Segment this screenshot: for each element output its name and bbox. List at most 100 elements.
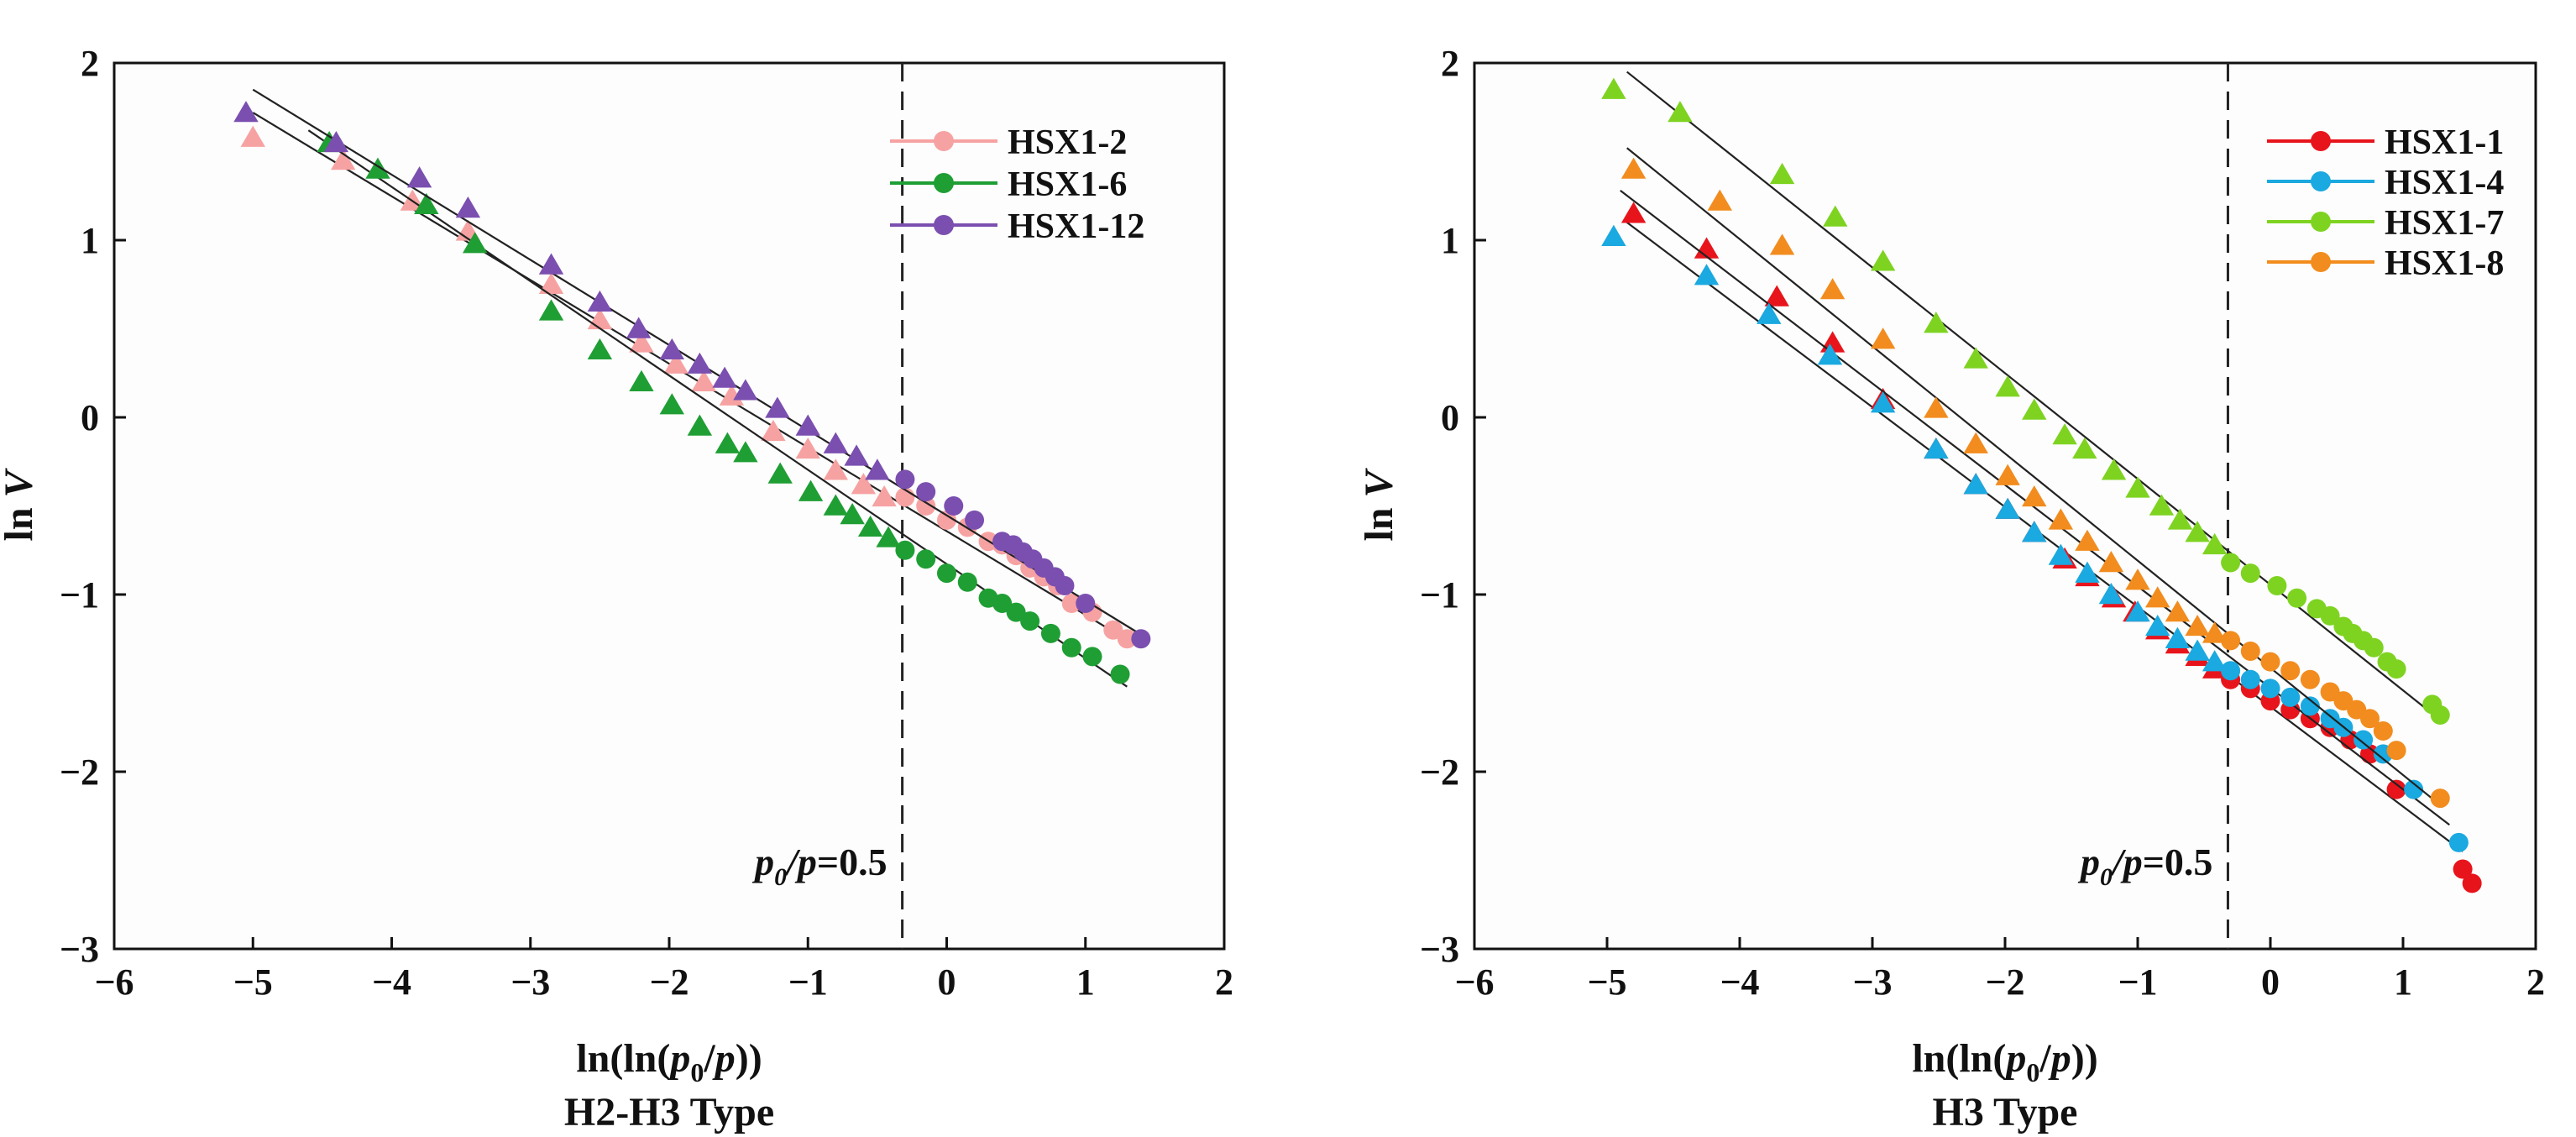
fit-line <box>252 112 1135 646</box>
data-point-triangle <box>2125 476 2150 498</box>
data-point-triangle <box>2185 614 2210 637</box>
data-point-triangle <box>1823 205 1848 227</box>
legend-label: HSX1-7 <box>2385 204 2504 243</box>
series-hsx1-6 <box>307 129 1130 688</box>
annotation-p0p: p0/p=0.5 <box>2077 841 2213 891</box>
data-point-circle <box>1103 620 1123 640</box>
data-point-triangle <box>1668 101 1693 123</box>
data-point-triangle <box>857 515 883 537</box>
data-point-triangle <box>865 458 890 480</box>
data-point-triangle <box>1769 233 1795 255</box>
data-point-triangle <box>629 331 654 353</box>
data-point-circle <box>957 572 977 592</box>
data-point-circle <box>2260 679 2280 699</box>
data-point-circle <box>965 510 985 530</box>
x-tick-label: −1 <box>2118 961 2157 1003</box>
xlabel-c: )) <box>2071 1036 2098 1081</box>
x-tick-label: −2 <box>1985 961 2024 1003</box>
data-point-circle <box>2240 642 2260 662</box>
data-point-circle <box>944 496 964 516</box>
data-point-triangle <box>629 369 654 391</box>
data-point-triangle <box>538 299 564 321</box>
data-point-triangle <box>1601 224 1626 246</box>
data-point-circle <box>1006 602 1026 622</box>
data-point-circle <box>2300 669 2320 689</box>
y-axis-title: ln V <box>1357 467 1401 541</box>
data-point-triangle <box>240 125 265 147</box>
data-point-triangle <box>1819 331 1846 353</box>
data-point-triangle <box>2075 529 2100 551</box>
data-point-triangle <box>823 432 848 453</box>
data-point-circle <box>916 549 936 569</box>
data-point-circle <box>1131 629 1151 649</box>
legend-marker <box>2311 171 2331 191</box>
annot-val: =0.5 <box>817 841 887 883</box>
panel-caption: H2-H3 Type <box>564 1090 774 1134</box>
data-point-triangle <box>2145 614 2170 637</box>
data-point-triangle <box>455 196 481 218</box>
legend-marker <box>934 173 954 193</box>
data-point-triangle <box>365 157 390 179</box>
xlabel-c: )) <box>736 1036 762 1081</box>
data-point-triangle <box>765 396 790 418</box>
data-point-circle <box>937 563 956 584</box>
xlabel-a: ln(ln( <box>1912 1036 2006 1081</box>
data-point-triangle <box>538 253 564 275</box>
data-point-circle <box>916 496 936 516</box>
data-point-triangle <box>687 352 713 374</box>
annot-p2: p <box>2120 841 2143 883</box>
x-tick-label: −6 <box>1454 961 1494 1003</box>
data-point-triangle <box>1870 327 1896 349</box>
data-point-circle <box>992 594 1013 614</box>
data-point-triangle <box>761 419 786 442</box>
data-point-triangle <box>823 494 848 516</box>
y-tick-label: −2 <box>60 752 99 793</box>
xlabel-p2: p <box>712 1036 736 1081</box>
data-point-triangle <box>2202 532 2228 555</box>
data-point-triangle <box>538 272 564 294</box>
data-point-circle <box>895 469 915 490</box>
data-point-circle <box>2404 779 2424 799</box>
data-point-triangle <box>1924 312 1949 333</box>
data-point-triangle <box>1924 396 1949 418</box>
data-point-triangle <box>872 485 897 507</box>
data-point-triangle <box>876 526 901 548</box>
data-point-triangle <box>844 444 869 466</box>
y-tick-label: 1 <box>81 220 99 261</box>
xlabel-p2: p <box>2048 1036 2071 1081</box>
data-point-triangle <box>2022 398 2047 420</box>
x-tick-label: 0 <box>938 961 956 1003</box>
annot-sub: 0 <box>774 863 787 891</box>
data-point-triangle <box>2202 621 2228 643</box>
legend-marker <box>2311 252 2331 272</box>
data-point-triangle <box>715 432 741 453</box>
y-tick-label: 0 <box>1441 397 1459 438</box>
data-point-triangle <box>719 384 745 406</box>
data-point-circle <box>1110 664 1130 684</box>
xlabel-slash: / <box>703 1036 715 1081</box>
data-point-triangle <box>2125 568 2150 590</box>
data-point-triangle <box>851 473 877 495</box>
data-point-circle <box>1040 623 1060 643</box>
annot-p: p <box>751 841 774 883</box>
y-tick-label: −3 <box>60 929 99 970</box>
data-point-circle <box>2240 669 2260 689</box>
data-point-triangle <box>733 441 758 463</box>
data-point-triangle <box>798 479 824 501</box>
x-tick-label: −5 <box>1587 961 1626 1003</box>
x-axis-title: ln(ln(p0/p)) <box>576 1036 762 1087</box>
x-tick-label: 0 <box>2261 961 2280 1003</box>
x-tick-label: −3 <box>1852 961 1892 1003</box>
x-tick-label: −2 <box>649 961 689 1003</box>
data-point-triangle <box>1757 302 1782 324</box>
data-point-triangle <box>414 192 439 214</box>
data-point-triangle <box>1870 391 1896 413</box>
data-point-triangle <box>1995 464 2020 485</box>
ylabel-a: ln <box>1357 507 1401 541</box>
plot-frame <box>113 61 1226 951</box>
y-tick-label: −1 <box>60 574 99 616</box>
series-hsx1-7 <box>1601 71 2450 725</box>
y-tick-label: 2 <box>1441 43 1459 84</box>
data-point-circle <box>1082 647 1102 667</box>
ylabel-a: ln <box>0 507 41 541</box>
